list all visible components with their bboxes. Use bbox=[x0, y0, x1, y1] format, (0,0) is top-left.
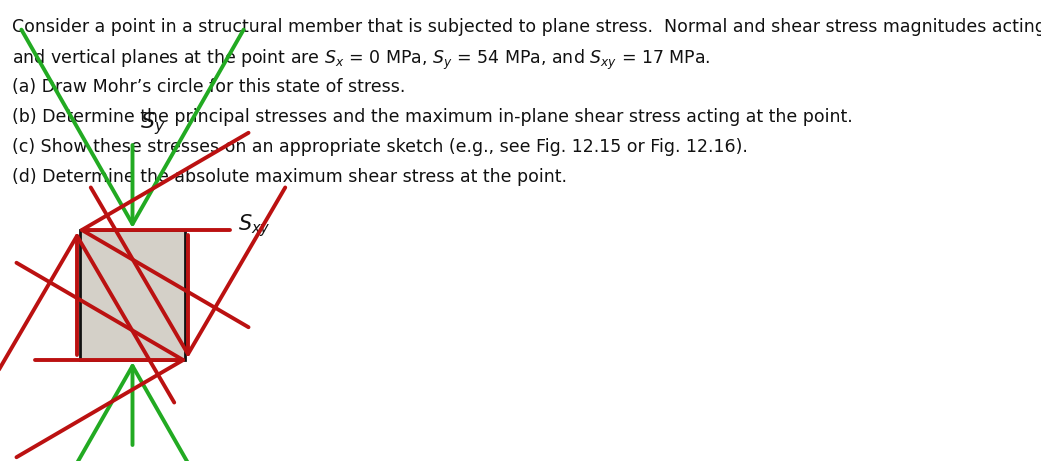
Text: $S_y$: $S_y$ bbox=[141, 110, 166, 137]
Text: Consider a point in a structural member that is subjected to plane stress.  Norm: Consider a point in a structural member … bbox=[12, 18, 1041, 36]
Bar bbox=[80, 230, 185, 360]
Text: (c) Show these stresses on an appropriate sketch (e.g., see Fig. 12.15 or Fig. 1: (c) Show these stresses on an appropriat… bbox=[12, 138, 747, 156]
Text: (d) Determine the absolute maximum shear stress at the point.: (d) Determine the absolute maximum shear… bbox=[12, 168, 567, 186]
Text: (b) Determine the principal stresses and the maximum in-plane shear stress actin: (b) Determine the principal stresses and… bbox=[12, 108, 853, 126]
Text: $S_{xy}$: $S_{xy}$ bbox=[238, 213, 271, 239]
Text: and vertical planes at the point are $S_x$ = 0 MPa, $S_y$ = 54 MPa, and $S_{xy}$: and vertical planes at the point are $S_… bbox=[12, 48, 710, 72]
Text: (a) Draw Mohr’s circle for this state of stress.: (a) Draw Mohr’s circle for this state of… bbox=[12, 78, 405, 96]
